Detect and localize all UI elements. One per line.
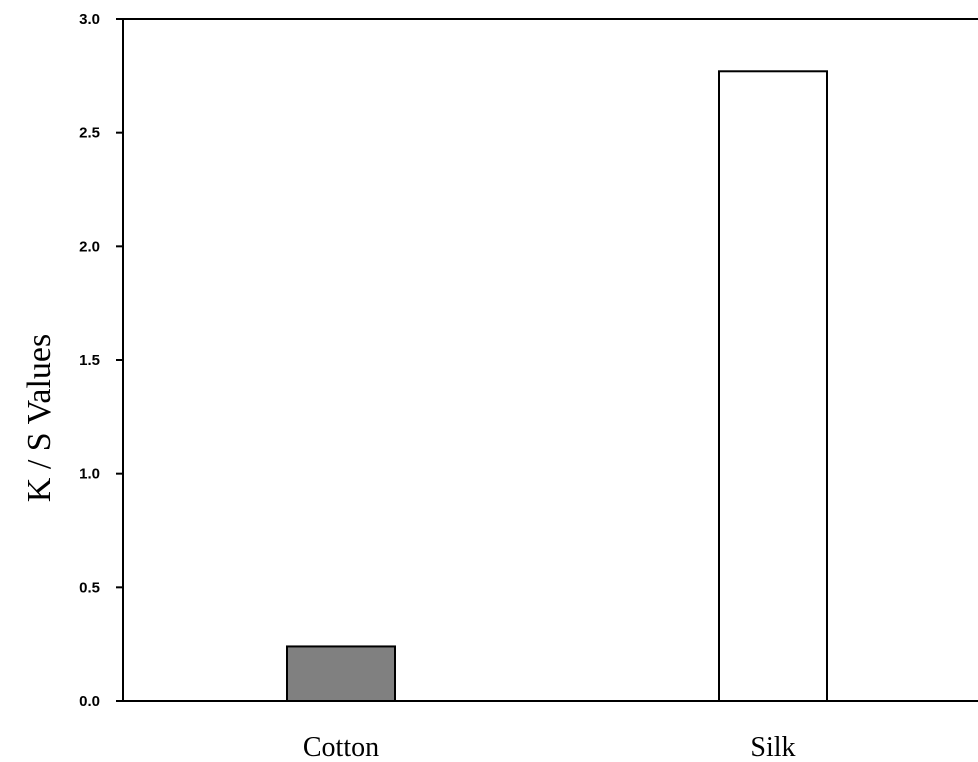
x-tick-label-silk: Silk [750,732,795,762]
y-tick-label: 0.5 [79,579,100,596]
y-tick-label: 3.0 [79,11,100,28]
x-tick-label-cotton: Cotton [303,732,379,762]
plot-area: Cotton Silk 0.0 0.5 1.0 1.5 2.0 2.5 3.0 [79,11,978,762]
y-tick-label: 1.5 [79,352,100,369]
y-tick-label: 2.5 [79,125,100,142]
bar-silk [718,70,828,702]
bar-cotton [286,645,396,703]
y-tick-label: 2.0 [79,238,100,255]
y-tick-label: 1.0 [79,466,100,483]
y-axis-title: K / S Values [21,334,58,502]
y-tick-label: 0.0 [79,693,100,710]
